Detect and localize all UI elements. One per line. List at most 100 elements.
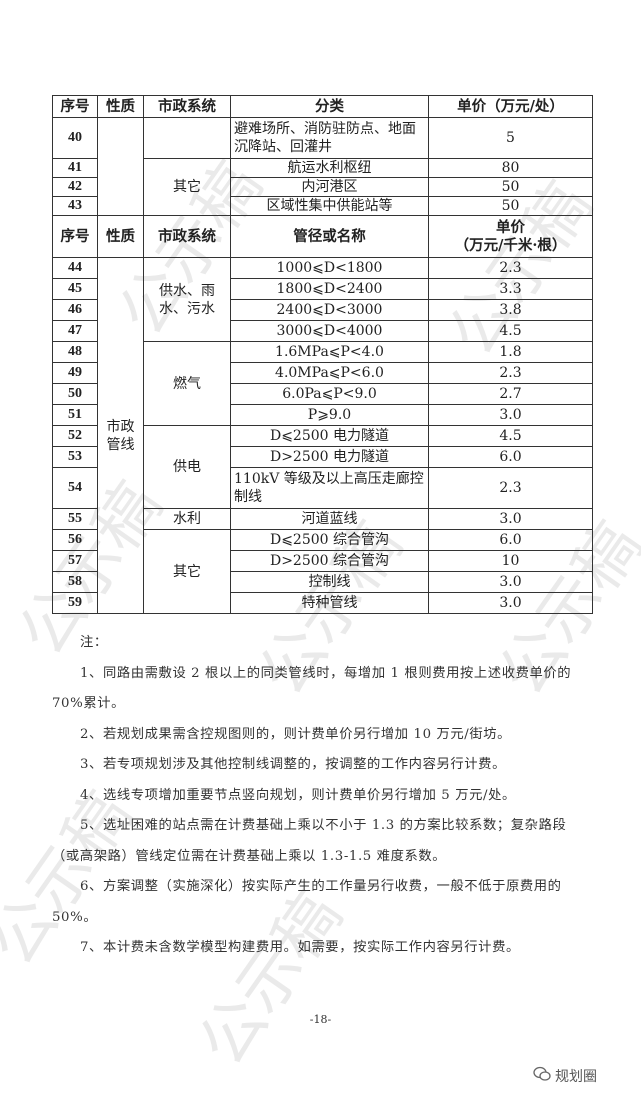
seq-cell: 42 [52,177,98,197]
nature-cell [97,117,144,216]
table-row: 54 110kV 等级及以上高压走廊控制线 2.3 [52,467,593,509]
header-cell: 序号 [52,95,98,118]
header-cell: 市政系统 [143,95,231,118]
notes-title: 注： [80,635,108,650]
table-header: 序号 性质 市政系统 管径或名称 单价 （万元/千米·根） [52,215,593,258]
seq-cell: 47 [52,320,98,342]
seq-cell: 56 [52,529,98,551]
desc-cell: 内河港区 [230,177,429,197]
seq-cell: 55 [52,508,98,530]
price-cell: 6.0 [428,529,593,551]
header-cell: 市政系统 [143,215,231,258]
price-cell: 4.5 [428,425,593,447]
system-cell: 其它 [143,529,231,614]
seq-cell: 53 [52,446,98,468]
header-cell: 性质 [97,95,144,118]
system-cell: 水利 [143,508,231,530]
seq-cell: 58 [52,571,98,593]
header-cell: 管径或名称 [230,215,429,258]
header-cell: 单价（万元/处） [428,95,593,118]
table-row: 56 其它 D⩽2500 综合管沟 6.0 [52,529,593,614]
table-row: 57 D>2500 综合管沟 10 [52,550,593,572]
desc-cell: 110kV 等级及以上高压走廊控制线 [230,467,429,509]
system-cell: 燃气 [143,341,231,426]
price-cell: 50 [428,177,593,197]
desc-cell: 河道蓝线 [230,508,429,530]
seq-cell: 48 [52,341,98,363]
desc-cell: 3000⩽D<4000 [230,320,429,342]
price-cell: 2.7 [428,383,593,405]
desc-cell: 1800⩽D<2400 [230,278,429,300]
seq-cell: 54 [52,467,98,509]
note-item: 2、若规划成果需含控规图则的，则计费单价另行增加 10 万元/街坊。 [80,726,512,742]
desc-cell: 1.6MPa⩽P<4.0 [230,341,429,363]
price-cell: 2.3 [428,257,593,279]
table-row: 59 特种管线 3.0 [52,592,593,614]
note-item: 4、选线专项增加重要节点竖向规划，则计费单价另行增加 5 万元/处。 [80,787,516,803]
desc-cell: D⩽2500 电力隧道 [230,425,429,447]
price-cell: 3.8 [428,299,593,321]
seq-cell: 45 [52,278,98,300]
header-cell: 性质 [97,215,144,258]
seq-cell: 44 [52,257,98,279]
table-row: 45 1800⩽D<2400 3.3 [52,278,593,300]
price-cell: 6.0 [428,446,593,468]
table-row: 40 避难场所、消防驻防点、地面沉降站、回灌井 5 [52,117,593,216]
price-cell: 50 [428,196,593,216]
table-row: 48 燃气 1.6MPa⩽P<4.0 1.8 [52,341,593,426]
header-cell: 分类 [230,95,429,118]
table-row: 46 2400⩽D<3000 3.8 [52,299,593,321]
price-cell: 2.3 [428,362,593,384]
seq-cell: 57 [52,550,98,572]
table-row: 52 供电 D⩽2500 电力隧道 4.5 [52,425,593,509]
system-cell [143,117,231,159]
fee-table: 序号 性质 市政系统 分类 单价（万元/处） 40 避难场所、消防驻防点、地面沉… [52,95,593,614]
desc-cell: 控制线 [230,571,429,593]
desc-cell: 1000⩽D<1800 [230,257,429,279]
seq-cell: 41 [52,158,98,178]
price-cell: 2.3 [428,467,593,509]
brand-label: 规划圈 [555,1069,597,1085]
table-row: 43 区域性集中供能站等 50 [52,196,593,216]
price-cell: 4.5 [428,320,593,342]
desc-cell: D>2500 综合管沟 [230,550,429,572]
header-cell: 序号 [52,215,98,258]
price-cell: 1.8 [428,341,593,363]
seq-cell: 49 [52,362,98,384]
note-item: 7、本计费未含数学模型构建费用。如需要，按实际工作内容另行计费。 [80,940,520,955]
price-cell: 3.3 [428,278,593,300]
seq-cell: 52 [52,425,98,447]
table-row: 47 3000⩽D<4000 4.5 [52,320,593,342]
desc-cell: D>2500 电力隧道 [230,446,429,468]
table-row: 50 6.0Pa⩽P<9.0 2.7 [52,383,593,405]
nature-cell: 市政管线 [97,257,144,614]
desc-cell: 特种管线 [230,592,429,614]
page-number: -18- [309,1013,332,1026]
note-item: 1、同路由需敷设 2 根以上的同类管线时，每增加 1 根则费用按上述收费单价的 … [52,665,572,712]
table-header: 序号 性质 市政系统 分类 单价（万元/处） [52,95,593,118]
desc-cell: 航运水利枢纽 [230,158,429,178]
price-cell: 3.0 [428,404,593,426]
desc-cell: P⩾9.0 [230,404,429,426]
desc-cell: 2400⩽D<3000 [230,299,429,321]
system-cell: 供电 [143,425,231,509]
system-cell: 供水、雨水、污水 [143,257,231,342]
note-item: 3、若专项规划涉及其他控制线调整的，按调整的工作内容另行计费。 [80,757,506,772]
seq-cell: 40 [52,117,98,159]
desc-cell: 避难场所、消防驻防点、地面沉降站、回灌井 [230,117,429,159]
header-cell: 单价 （万元/千米·根） [428,215,593,258]
desc-cell: D⩽2500 综合管沟 [230,529,429,551]
notes: 注： 1、同路由需敷设 2 根以上的同类管线时，每增加 1 根则费用按上述收费单… [52,628,592,964]
price-header-main: 单价 [496,218,525,236]
seq-cell: 50 [52,383,98,405]
price-cell: 5 [428,117,593,159]
system-cell: 其它 [143,158,231,216]
desc-cell: 区域性集中供能站等 [230,196,429,216]
price-header-unit: （万元/千米·根） [454,236,567,254]
seq-cell: 46 [52,299,98,321]
desc-cell: 4.0MPa⩽P<6.0 [230,362,429,384]
price-cell: 80 [428,158,593,178]
price-cell: 3.0 [428,592,593,614]
price-cell: 3.0 [428,571,593,593]
desc-cell: 6.0Pa⩽P<9.0 [230,383,429,405]
